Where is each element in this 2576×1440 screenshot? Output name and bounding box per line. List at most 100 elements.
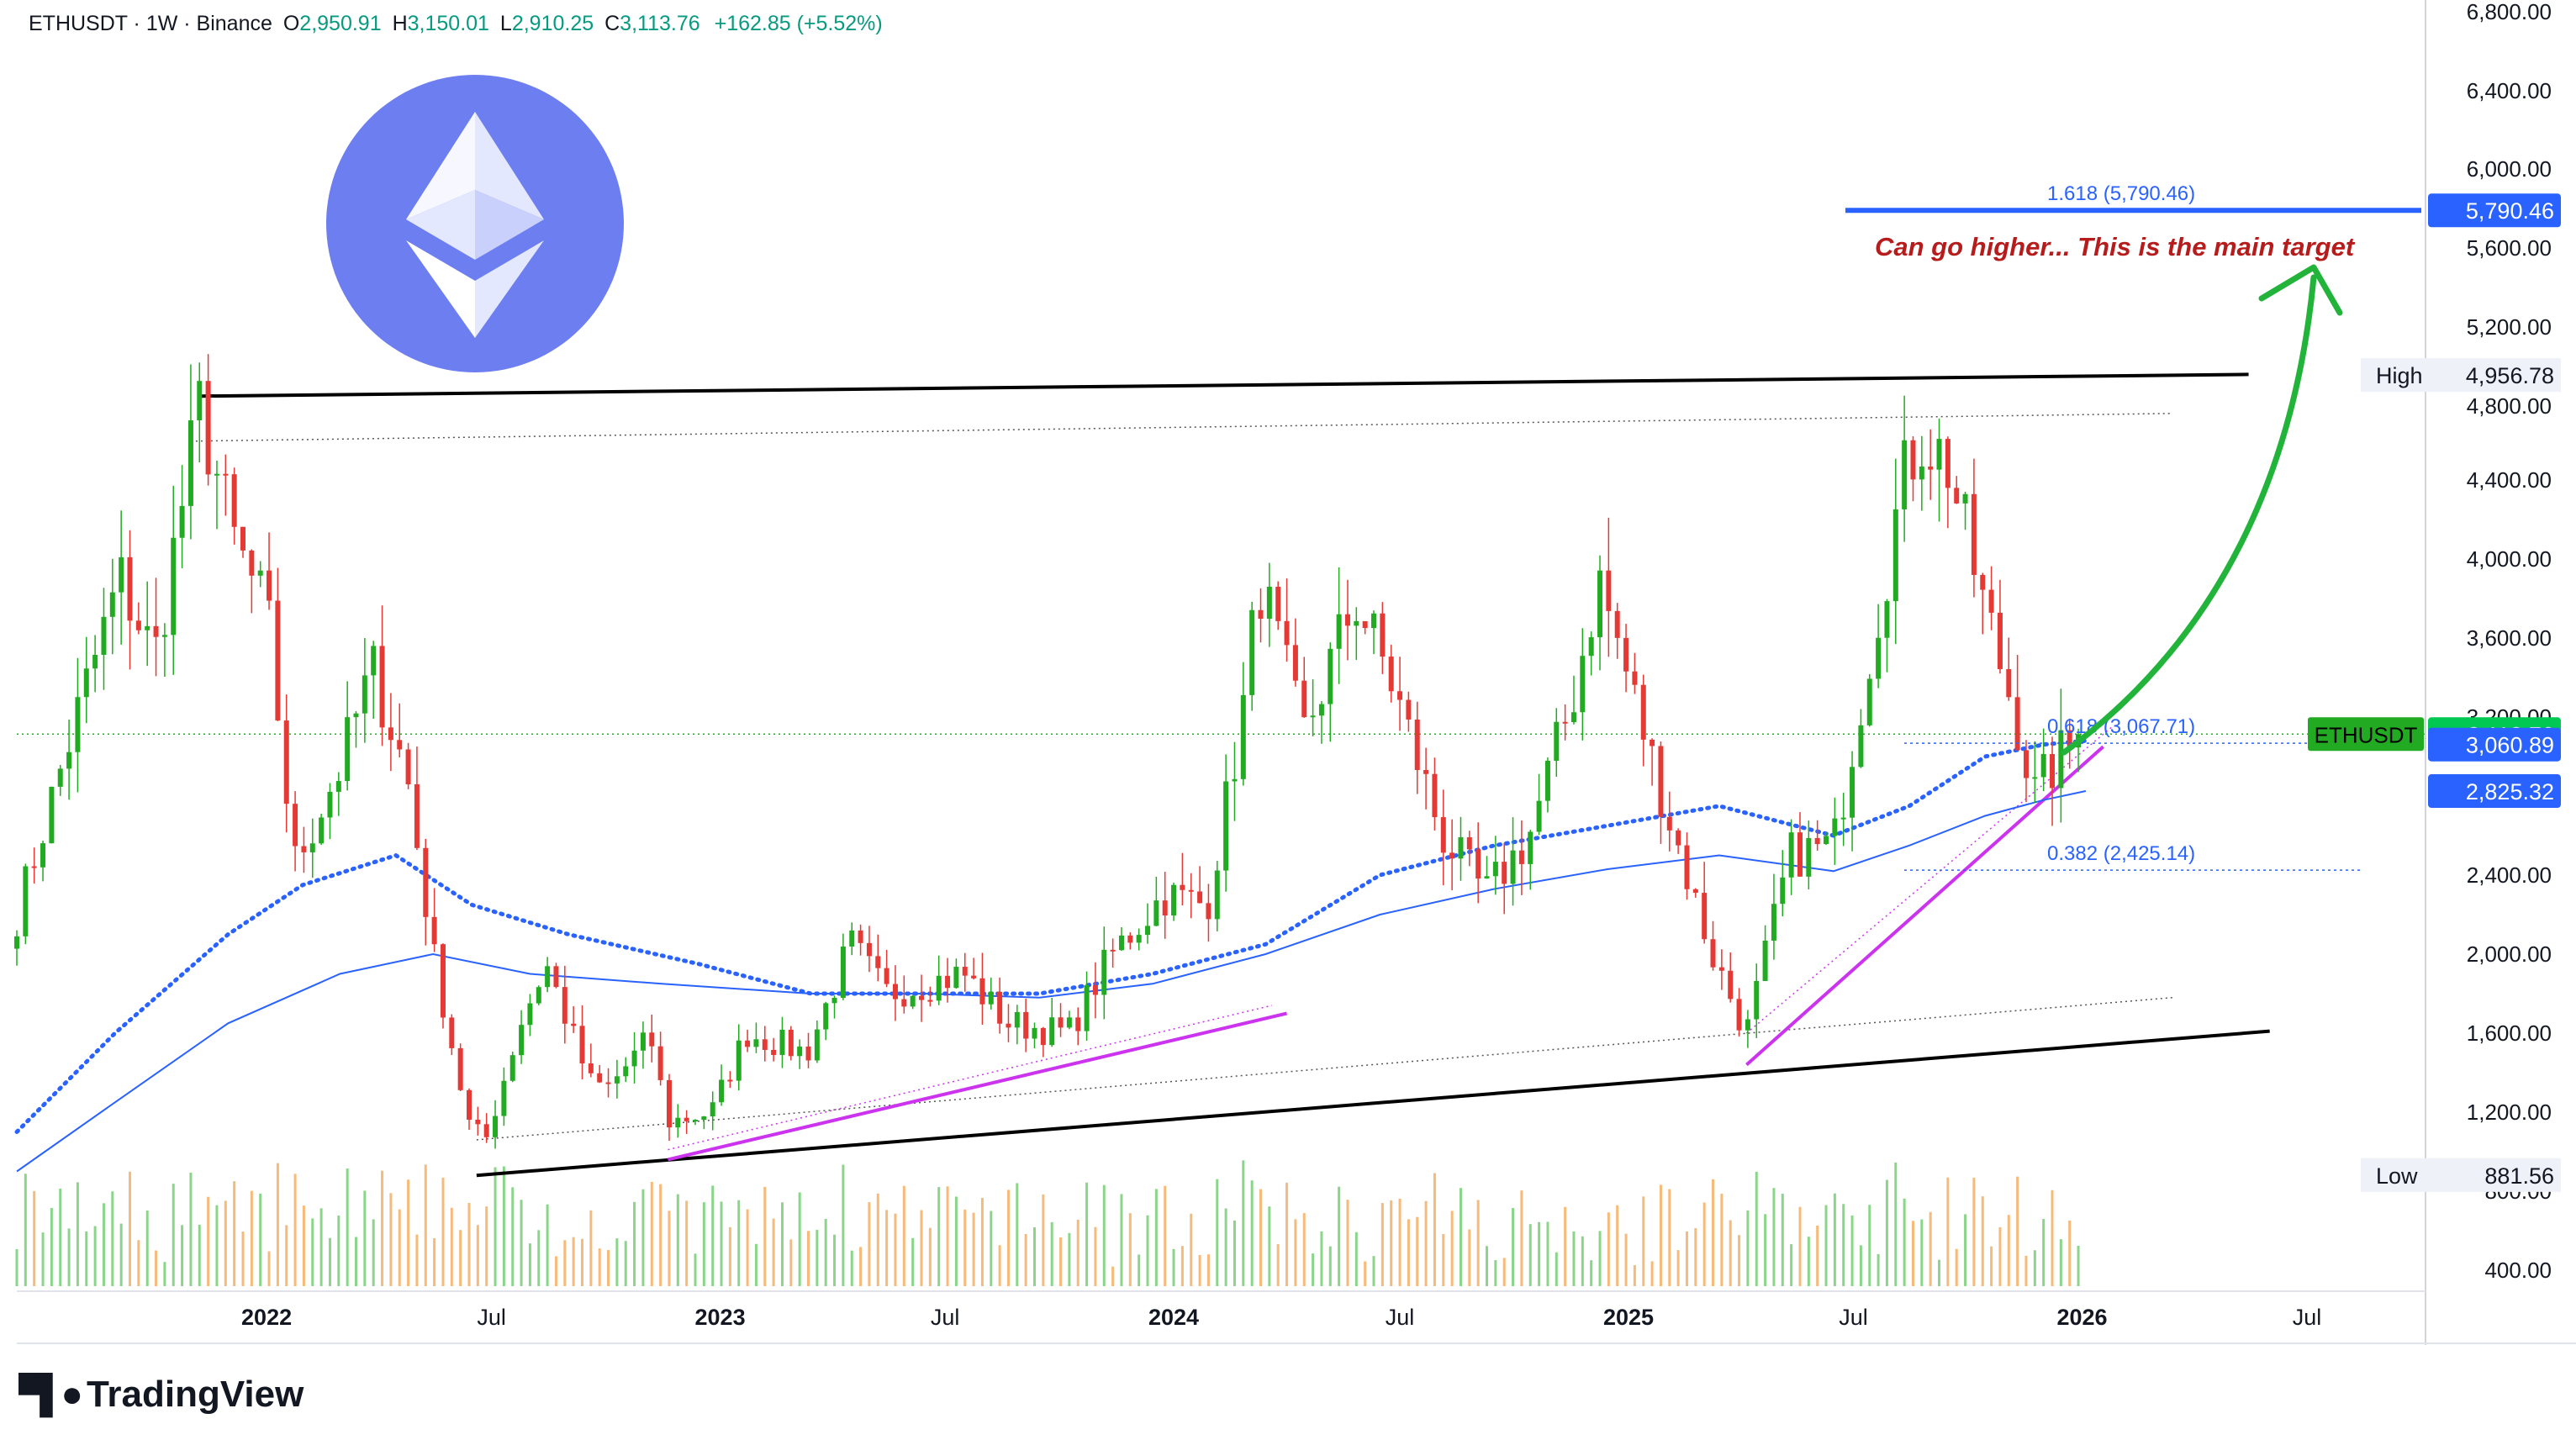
volume-bar	[1164, 1186, 1166, 1286]
volume-bar	[859, 1247, 862, 1286]
candle-body	[162, 635, 167, 636]
volume-bar	[921, 1211, 923, 1286]
candle-body	[1485, 876, 1490, 878]
volume-bar	[2034, 1250, 2036, 1286]
volume-bar	[1094, 1227, 1096, 1286]
volume-bar	[129, 1172, 131, 1286]
volume-bar	[1555, 1253, 1558, 1286]
volume-bar	[1834, 1194, 1836, 1286]
close-label: C	[604, 12, 620, 35]
volume-bar	[1772, 1188, 1775, 1286]
volume-bar	[1285, 1183, 1288, 1286]
candle-body	[1502, 862, 1507, 884]
candle-body	[493, 1116, 498, 1137]
candle-body	[1632, 672, 1637, 685]
volume-bar	[1068, 1233, 1070, 1286]
volume-bar	[259, 1194, 261, 1286]
candle-body	[1285, 621, 1290, 645]
candle-body	[354, 714, 359, 717]
candle-body	[710, 1102, 715, 1116]
fibonacci-levels: 1.618 (5,790.46)0.618 (3,067.71)0.382 (2…	[1845, 182, 2421, 870]
candle-body	[1275, 587, 1280, 621]
price-tick-label: 1,200.00	[2467, 1100, 2552, 1125]
candle-body	[1049, 1017, 1054, 1045]
candle-body	[823, 1003, 828, 1029]
volume-bar	[529, 1243, 531, 1286]
candle-body	[475, 1120, 480, 1124]
candle-body	[1963, 494, 1968, 504]
volume-bar	[789, 1239, 792, 1286]
volume-bar	[1103, 1185, 1106, 1286]
volume-bar	[181, 1225, 183, 1286]
volume-bar	[825, 1219, 827, 1286]
volume-bar	[1390, 1200, 1392, 1286]
volume-bar	[425, 1164, 427, 1286]
volume-bar	[1738, 1235, 1740, 1286]
volume-bar	[337, 1216, 340, 1286]
extreme-tag-label: Low	[2376, 1163, 2418, 1189]
trendline-rising-support-2023	[668, 1014, 1286, 1160]
candle-body	[1223, 781, 1228, 870]
volume-bar	[294, 1174, 297, 1286]
volume-bar	[1764, 1214, 1766, 1286]
volume-bar	[1399, 1199, 1401, 1286]
candle-body	[1528, 831, 1533, 863]
candle-body	[832, 998, 837, 1003]
volume-bar	[955, 1196, 958, 1286]
target-annotation: Can go higher... This is the main target	[1875, 232, 2356, 261]
candle-body	[997, 992, 1002, 1024]
volume-bar	[1842, 1204, 1845, 1286]
volume-bar	[1451, 1211, 1454, 1286]
symbol-legend: ETHUSDT · 1W · Binance O2,950.91 H3,150.…	[29, 12, 883, 36]
time-tick-label: 2026	[2056, 1305, 2107, 1330]
candle-body	[432, 917, 437, 944]
volume-bar	[833, 1235, 836, 1286]
candle-body	[789, 1030, 794, 1056]
volume-bar	[1677, 1250, 1680, 1286]
time-tick-label: 2023	[695, 1305, 746, 1330]
candle-body	[1858, 725, 1863, 767]
high-value: 3,150.01	[408, 12, 489, 35]
candle-body	[1806, 838, 1811, 877]
candle-body	[1737, 999, 1742, 1030]
price-tick-label: 2,400.00	[2467, 862, 2552, 888]
candle-body	[2041, 754, 2046, 777]
candle-body	[1449, 852, 1454, 858]
candle-body	[1397, 691, 1402, 699]
volume-bar	[781, 1202, 784, 1286]
candle-body	[589, 1063, 594, 1073]
volume-bar	[1442, 1234, 1444, 1286]
volume-bar	[389, 1193, 392, 1286]
candle-body	[327, 792, 332, 818]
volume-bar	[1268, 1206, 1270, 1286]
candle-body	[1937, 439, 1942, 470]
candle-body	[971, 976, 976, 978]
trendline-support	[477, 1031, 2270, 1176]
candle-body	[1850, 767, 1855, 817]
candle-body	[901, 1000, 906, 1007]
candle-body	[101, 617, 106, 655]
candle-body	[32, 867, 37, 868]
volume-bar	[641, 1189, 644, 1286]
extreme-tag-label: High	[2376, 363, 2423, 388]
candle-body	[1780, 878, 1785, 904]
candle-body	[1589, 637, 1594, 656]
volume-bar	[399, 1210, 401, 1286]
volume-bar	[2077, 1246, 2080, 1286]
low-value: 2,910.25	[512, 12, 594, 35]
candle-body	[310, 843, 315, 852]
tradingview-logo[interactable]: ▀▌● TradingView	[18, 1374, 304, 1416]
candle-body	[875, 956, 880, 968]
candle-body	[2006, 669, 2011, 697]
candle-body	[92, 655, 98, 668]
candle-body	[1841, 818, 1846, 820]
price-tick-label: 6,800.00	[2467, 0, 2552, 24]
candle-body	[458, 1048, 463, 1090]
candle-body	[719, 1079, 724, 1102]
candle-body	[1180, 885, 1185, 890]
candle-body	[1511, 851, 1516, 884]
candle-body	[623, 1066, 628, 1076]
extreme-tag-value: 881.56	[2484, 1163, 2554, 1189]
volume-bar	[929, 1228, 932, 1286]
